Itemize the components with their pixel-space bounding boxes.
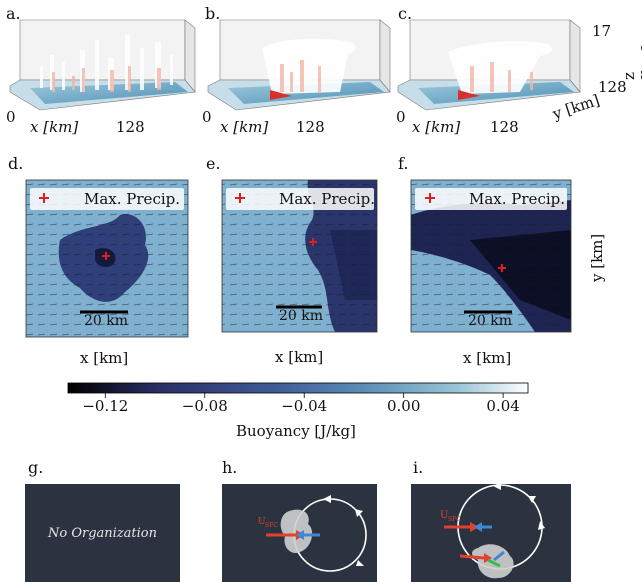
colorbar-tick-label: −0.08	[181, 397, 228, 415]
legend-label-d: Max. Precip.	[84, 190, 181, 208]
colorbar	[67, 382, 529, 398]
row1-y-tick: 128	[598, 78, 627, 96]
colorbar-tick-label: 0.04	[486, 397, 520, 415]
row1-x-label-c: x [km]	[412, 118, 461, 136]
panel-label-i: i.	[413, 458, 424, 477]
row1-z-tick: 17	[592, 22, 612, 40]
svg-text:SFC: SFC	[265, 522, 278, 529]
colorbar-tick-label: −0.12	[82, 397, 129, 415]
svg-text:U: U	[258, 517, 266, 527]
panel-label-b: b.	[205, 4, 221, 23]
colorbar-tick-label: −0.04	[281, 397, 328, 415]
row1-x-label-b: x [km]	[220, 118, 269, 136]
panel-label-f: f.	[398, 154, 409, 173]
row2-x-label-e: x [km]	[275, 348, 324, 366]
scale-label-e: 20 km	[279, 308, 324, 324]
scale-label-f: 20 km	[468, 313, 513, 329]
panel-c-box	[397, 19, 581, 111]
scale-label-d: 20 km	[84, 313, 129, 329]
panel-b-box	[207, 19, 391, 111]
svg-text:U: U	[440, 510, 448, 521]
no-organization-text: No Organization	[48, 526, 157, 541]
row1-3d-panels	[9, 19, 581, 111]
panel-a-box	[9, 19, 196, 111]
row2-x-label-d: x [km]	[80, 349, 129, 367]
row1-x-tick-end-c: 128	[490, 118, 519, 136]
colorbar-label: Buoyancy [J/kg]	[236, 422, 356, 440]
colorbar-gradient	[67, 382, 529, 394]
legend-label-f: Max. Precip.	[469, 190, 566, 208]
panel-label-a: a.	[6, 4, 21, 23]
row1-x-tick-start-b: 0	[202, 108, 212, 126]
row1-x-label-a: x [km]	[30, 118, 79, 136]
row2-x-label-f: x [km]	[463, 349, 512, 367]
scale-bars	[80, 305, 512, 314]
panel-label-c: c.	[398, 4, 413, 23]
panel-label-h: h.	[222, 458, 238, 477]
svg-text:SFC: SFC	[448, 516, 461, 523]
colorbar-tick-label: 0.00	[386, 397, 421, 415]
row1-x-tick-start-a: 0	[6, 108, 16, 126]
row1-x-tick-start-c: 0	[396, 108, 406, 126]
row1-x-tick-end-a: 128	[116, 118, 145, 136]
schematic-g: No Organization	[25, 484, 180, 582]
panel-label-d: d.	[8, 154, 24, 173]
legend-label-e: Max. Precip.	[279, 190, 376, 208]
row2-maps	[25, 179, 572, 338]
panel-label-g: g.	[28, 458, 44, 477]
panel-label-e: e.	[206, 154, 221, 173]
row1-x-tick-end-b: 128	[296, 118, 325, 136]
precip-markers	[39, 193, 506, 272]
